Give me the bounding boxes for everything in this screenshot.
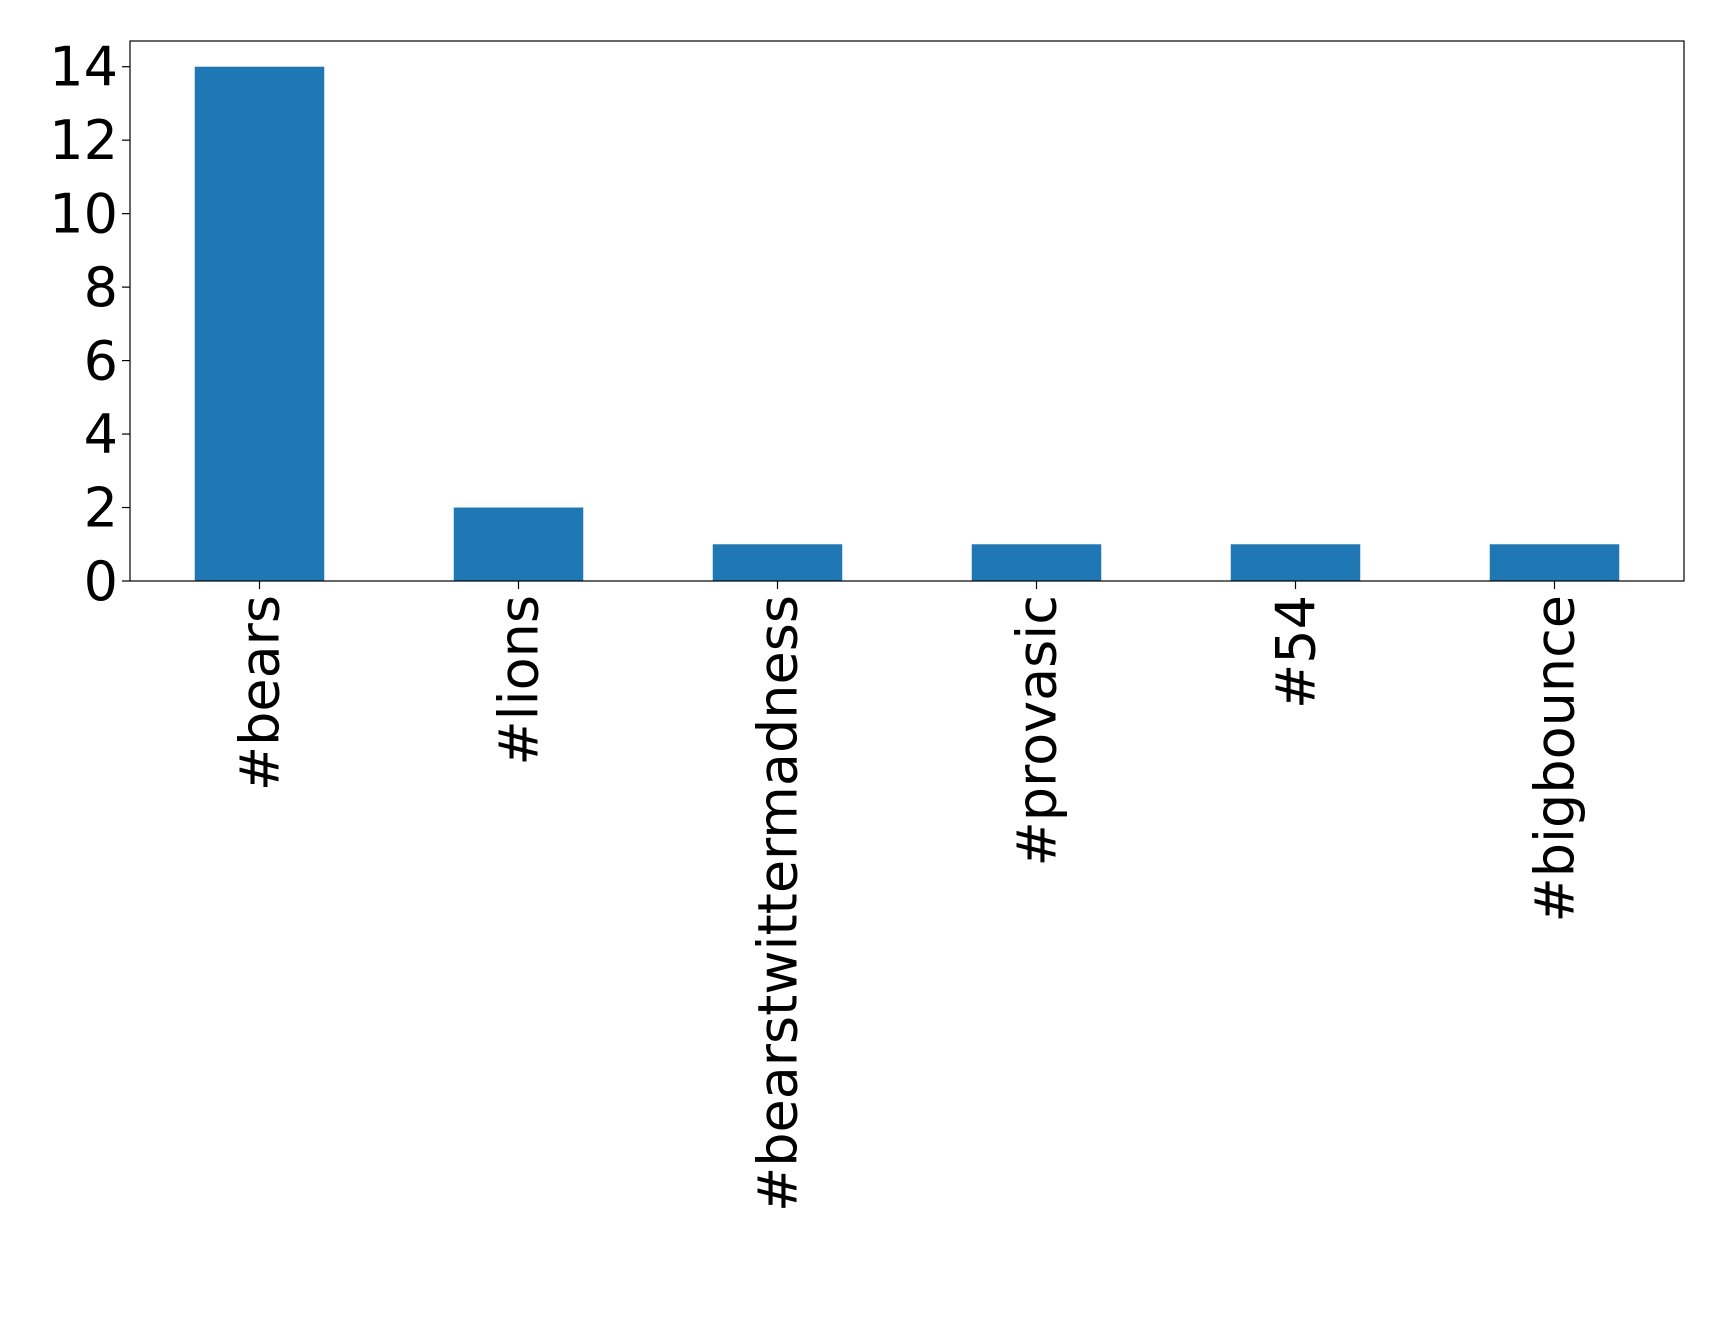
x-tick-label: #bears bbox=[229, 595, 292, 791]
y-tick-label: 6 bbox=[84, 330, 118, 393]
bar bbox=[1489, 544, 1620, 581]
x-tick-label: #bearstwittermadness bbox=[747, 595, 810, 1212]
bar bbox=[453, 507, 584, 581]
y-tick-label: 10 bbox=[49, 183, 118, 246]
y-tick-label: 4 bbox=[84, 403, 118, 466]
bar bbox=[194, 66, 325, 581]
x-tick-label: #provasic bbox=[1006, 595, 1069, 866]
x-tick-label: #54 bbox=[1265, 595, 1328, 709]
plot-frame bbox=[129, 40, 1685, 582]
x-tick-label: #bigbounce bbox=[1524, 595, 1587, 922]
bar bbox=[712, 544, 843, 581]
y-tick-label: 0 bbox=[84, 550, 118, 613]
bar bbox=[971, 544, 1102, 581]
y-tick-label: 8 bbox=[84, 256, 118, 319]
y-tick-label: 14 bbox=[49, 36, 118, 99]
x-tick-label: #lions bbox=[488, 595, 551, 766]
bar bbox=[1230, 544, 1361, 581]
y-tick-label: 12 bbox=[49, 109, 118, 172]
y-tick-label: 2 bbox=[84, 477, 118, 540]
